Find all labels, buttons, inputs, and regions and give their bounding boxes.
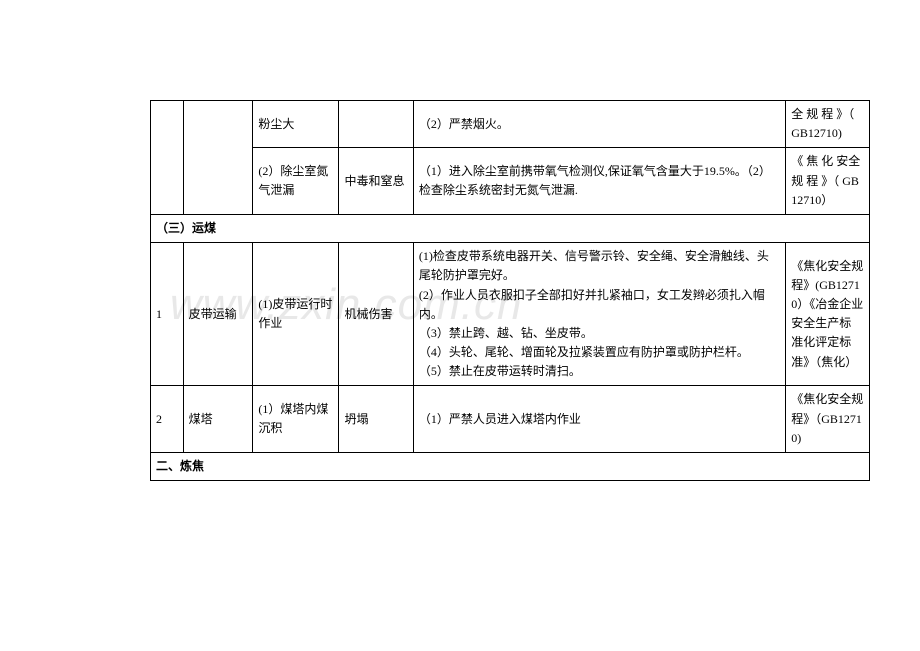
safety-table: 粉尘大 （2）严禁烟火。 全 规 程 》（ GB12710) (2）除尘室氮气泄… [150, 100, 870, 481]
table-row: 2 煤塔 (1）煤塔内煤沉积 坍塌 （1）严禁人员进入煤塔内作业 《焦化安全规程… [151, 386, 870, 453]
cell-index: 2 [151, 386, 184, 453]
cell-risk [339, 101, 413, 148]
cell-measure: （1）严禁人员进入煤塔内作业 [413, 386, 785, 453]
section-row: （三）运煤 [151, 214, 870, 242]
cell-risk: 机械伤害 [339, 243, 413, 386]
section-label: （三）运煤 [151, 214, 870, 242]
table-row: 1 皮带运输 (1)皮带运行时作业 机械伤害 (1)检查皮带系统电器开关、信号警… [151, 243, 870, 386]
cell-hazard: (2）除尘室氮气泄漏 [253, 148, 339, 215]
section-row: 二、炼焦 [151, 453, 870, 481]
cell-ref: 《焦化安全规程》（GB12710) [786, 386, 870, 453]
cell-hazard: (1)皮带运行时作业 [253, 243, 339, 386]
cell-hazard: 粉尘大 [253, 101, 339, 148]
cell-hazard: (1）煤塔内煤沉积 [253, 386, 339, 453]
cell-risk: 坍塌 [339, 386, 413, 453]
cell-ref: 《焦化安全规程》(GB12710）《冶金企业安全生产标 准化评定标准》（焦化） [786, 243, 870, 386]
cell-index [151, 101, 184, 215]
section-label: 二、炼焦 [151, 453, 870, 481]
cell-measure: （1）进入除尘室前携带氧气检测仪,保证氧气含量大于19.5%。（2）检查除尘系统… [413, 148, 785, 215]
cell-ref: 《 焦 化 安全 规 程 》（ GB12710） [786, 148, 870, 215]
table-row: (2）除尘室氮气泄漏 中毒和窒息 （1）进入除尘室前携带氧气检测仪,保证氧气含量… [151, 148, 870, 215]
table-row: 粉尘大 （2）严禁烟火。 全 规 程 》（ GB12710) [151, 101, 870, 148]
cell-measure: (1)检查皮带系统电器开关、信号警示铃、安全绳、安全滑触线、头尾轮防护罩完好。 … [413, 243, 785, 386]
cell-measure: （2）严禁烟火。 [413, 101, 785, 148]
cell-item: 煤塔 [183, 386, 253, 453]
cell-ref: 全 规 程 》（ GB12710) [786, 101, 870, 148]
cell-item [183, 101, 253, 215]
document-page: 粉尘大 （2）严禁烟火。 全 规 程 》（ GB12710) (2）除尘室氮气泄… [150, 100, 870, 481]
cell-risk: 中毒和窒息 [339, 148, 413, 215]
cell-index: 1 [151, 243, 184, 386]
cell-item: 皮带运输 [183, 243, 253, 386]
